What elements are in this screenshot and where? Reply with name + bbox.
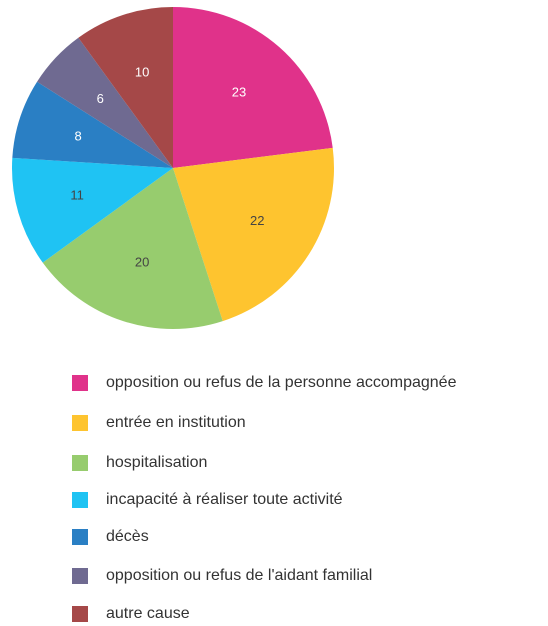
slice-label: 6: [97, 91, 104, 106]
slice-label: 20: [135, 254, 149, 269]
legend-label: incapacité à réaliser toute activité: [106, 491, 343, 508]
legend-swatch: [72, 529, 88, 545]
pie-slice: [12, 81, 173, 168]
legend-swatch: [72, 375, 88, 391]
legend-label: hospitalisation: [106, 454, 207, 471]
legend-swatch: [72, 568, 88, 584]
legend-label: opposition ou refus de l'aidant familial: [106, 567, 372, 584]
pie-slice: [37, 37, 174, 169]
pie-slice: [42, 168, 223, 329]
legend-swatch: [72, 415, 88, 431]
slice-label: 22: [250, 213, 264, 228]
slice-label: 11: [70, 187, 84, 202]
legend-swatch: [72, 606, 88, 622]
legend-swatch: [72, 492, 88, 508]
slice-label: 10: [135, 65, 149, 80]
pie-slice: [173, 7, 333, 168]
legend-label: décès: [106, 528, 149, 545]
pie-slice: [78, 7, 173, 168]
legend-label: autre cause: [106, 605, 190, 622]
slice-label: 8: [74, 129, 81, 144]
pie-slice: [173, 147, 334, 322]
slice-label: 23: [232, 85, 246, 100]
legend-label: entrée en institution: [106, 414, 246, 431]
legend-swatch: [72, 455, 88, 471]
legend-label: opposition ou refus de la personne accom…: [106, 374, 457, 391]
pie-slice: [11, 157, 173, 263]
